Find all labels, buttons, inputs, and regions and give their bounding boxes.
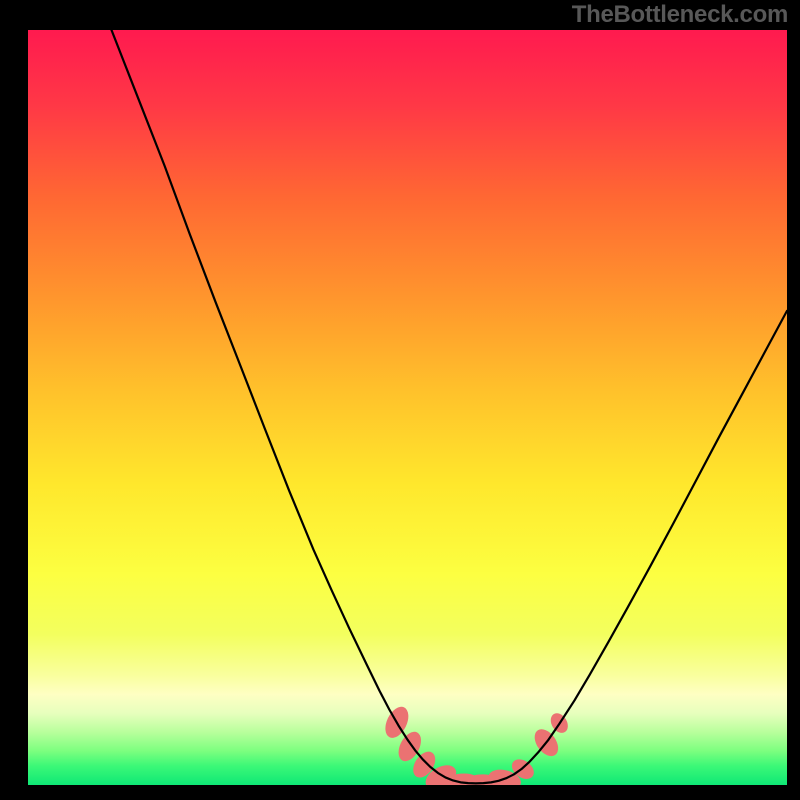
- curve-layer: [28, 30, 787, 785]
- watermark-text: TheBottleneck.com: [572, 1, 788, 29]
- plot-area: [28, 30, 787, 785]
- chart-frame: TheBottleneck.com: [0, 0, 800, 800]
- v-curve: [111, 30, 787, 783]
